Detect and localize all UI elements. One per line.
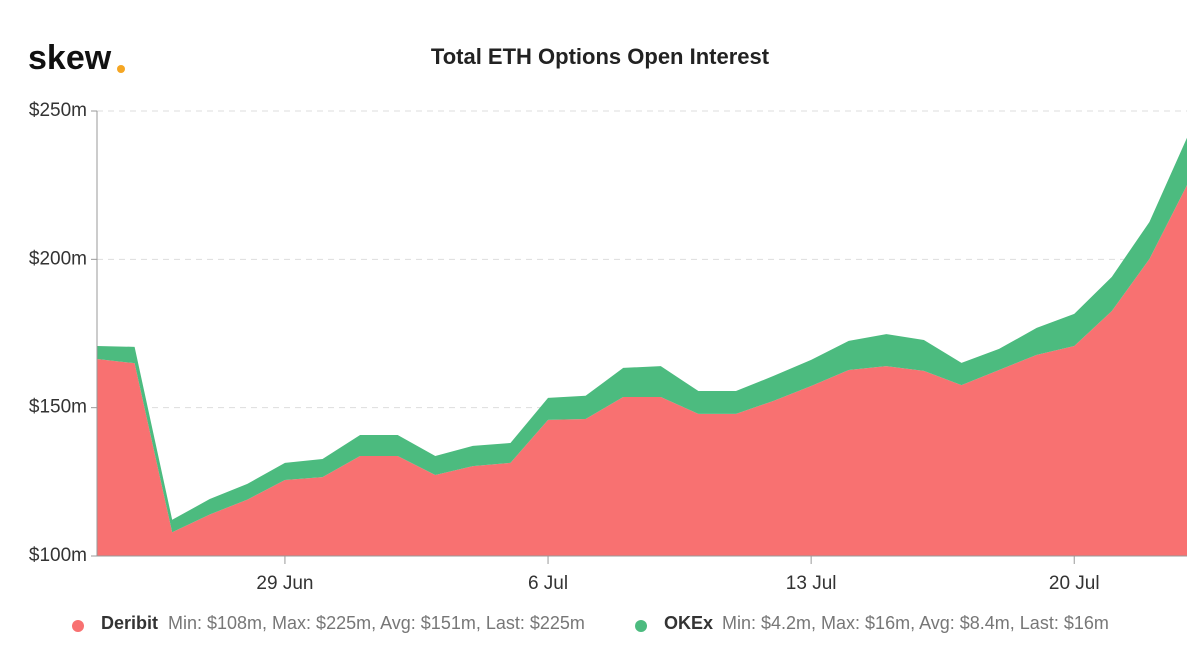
logo: skew [28,39,112,77]
logo-dot [117,65,125,73]
x-tick-label: 13 Jul [786,573,837,594]
legend-swatch [72,620,84,632]
legend-swatch [635,620,647,632]
area [97,185,1187,556]
chart-title: Total ETH Options Open Interest [431,44,770,69]
legend-name: OKEx [664,613,713,633]
y-tick-label: $250m [29,100,87,121]
y-tick-label: $200m [29,248,87,269]
legend-stats: Min: $108m, Max: $225m, Avg: $151m, Last… [168,613,585,633]
x-tick-label: 6 Jul [528,573,568,594]
x-tick-label: 20 Jul [1049,573,1100,594]
x-tick-label: 29 Jun [256,573,313,594]
legend-stats: Min: $4.2m, Max: $16m, Avg: $8.4m, Last:… [722,613,1109,633]
y-tick-label: $100m [29,545,87,566]
legend-name: Deribit [101,613,158,633]
y-tick-label: $150m [29,397,87,418]
